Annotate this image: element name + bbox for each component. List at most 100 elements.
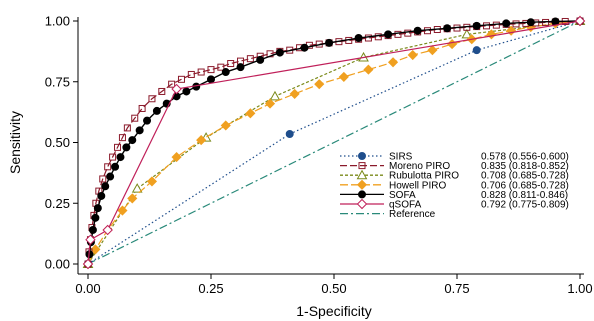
point-sofa — [182, 87, 191, 96]
legend-marker-qsofa — [356, 198, 368, 210]
point-howell-piro — [447, 39, 458, 50]
series-line-reference — [87, 20, 581, 265]
point-moreno-piro — [99, 175, 107, 183]
point-moreno-piro — [512, 20, 520, 28]
legend-item-qsofa: qSOFA 0.792 (0.775-0.809) — [340, 198, 569, 211]
point-sofa — [221, 68, 230, 77]
point-sofa — [526, 18, 535, 27]
legend-marker-moreno-piro — [358, 162, 366, 170]
point-howell-piro — [127, 193, 138, 204]
point-sofa — [91, 213, 100, 222]
legend-item-reference: Reference — [340, 209, 436, 220]
axes-layer: 0.00 0.25 0.50 0.75 1.00 0.00 0.25 0.50 0.75 1.00 — [45, 14, 593, 297]
legend-item-rubulotta-piro: Rubulotta PIRO 0.708 (0.685-0.728) — [340, 169, 569, 182]
point-sofa — [354, 34, 363, 43]
point-moreno-piro — [104, 163, 112, 171]
point-moreno-piro — [197, 68, 205, 76]
point-moreno-piro — [158, 87, 166, 95]
legend-marker-sofa — [357, 190, 366, 199]
point-sofa — [325, 38, 334, 47]
point-sofa — [152, 106, 161, 115]
y-tick-label: 0.50 — [45, 135, 70, 150]
point-moreno-piro — [138, 104, 146, 112]
legend-marker-sirs — [357, 151, 366, 160]
legend-auc-sirs: 0.578 (0.556-0.600) — [481, 152, 569, 163]
point-sofa — [275, 48, 284, 57]
point-sofa — [93, 204, 102, 213]
point-sofa — [111, 162, 120, 171]
legend-auc-howell-piro: 0.706 (0.685-0.728) — [481, 180, 569, 191]
point-sofa — [88, 225, 97, 234]
point-howell-piro — [363, 64, 374, 75]
point-howell-piro — [506, 25, 517, 36]
point-qsofa — [85, 234, 96, 245]
point-howell-piro — [289, 88, 300, 99]
point-qsofa — [102, 224, 113, 236]
point-moreno-piro — [118, 134, 126, 142]
point-howell-piro — [264, 98, 276, 109]
point-sofa — [472, 21, 481, 30]
legend-marker-rubulotta-piro — [356, 169, 368, 180]
point-sofa — [128, 136, 137, 145]
legend-label-qsofa: qSOFA — [389, 200, 422, 211]
series-howell-piro — [82, 15, 586, 270]
point-rubulotta-piro — [131, 183, 143, 193]
point-sofa — [106, 172, 115, 181]
legend-label-rubulotta-piro: Rubulotta PIRO — [389, 171, 459, 182]
legend-label-moreno-piro: Moreno PIRO — [389, 161, 450, 172]
point-sirs — [285, 129, 294, 138]
point-moreno-piro — [394, 30, 402, 38]
point-moreno-piro — [217, 63, 225, 71]
point-howell-piro — [146, 176, 158, 187]
point-moreno-piro — [131, 114, 139, 122]
point-sofa — [384, 30, 393, 39]
point-moreno-piro — [148, 95, 156, 103]
legend-auc-sofa: 0.828 (0.811-0.846) — [481, 190, 568, 201]
point-howell-piro — [220, 120, 231, 131]
point-moreno-piro — [246, 55, 254, 63]
point-rubulotta-piro — [461, 28, 473, 39]
legend-label-sirs: SIRS — [389, 152, 413, 163]
point-sofa — [101, 182, 110, 191]
point-sofa — [236, 63, 245, 72]
point-howell-piro — [171, 152, 182, 163]
point-moreno-piro — [187, 70, 195, 78]
point-howell-piro — [314, 79, 325, 90]
series-reference — [87, 20, 581, 265]
legend-item-moreno-piro: Moreno PIRO 0.835 (0.818-0.852) — [340, 161, 569, 172]
point-moreno-piro — [207, 66, 215, 74]
legend-item-howell-piro: Howell PIRO 0.706 (0.685-0.728) — [340, 179, 569, 191]
point-moreno-piro — [177, 75, 185, 83]
point-sofa — [443, 24, 452, 33]
x-tick-label: 1.00 — [567, 281, 592, 296]
point-sirs — [472, 46, 481, 55]
point-sofa — [502, 19, 511, 28]
legend-item-sofa: SOFA 0.828 (0.811-0.846) — [340, 190, 568, 201]
legend-auc-rubulotta-piro: 0.708 (0.685-0.728) — [481, 171, 569, 182]
point-moreno-piro — [404, 29, 412, 37]
legend: SIRS 0.578 (0.556-0.600) Moreno PIRO 0.835 … — [340, 152, 569, 220]
point-qsofa — [171, 83, 182, 95]
point-sofa — [116, 153, 125, 162]
y-tick-label: 0.75 — [45, 74, 70, 89]
point-sofa — [413, 26, 422, 35]
legend-label-sofa: SOFA — [389, 190, 416, 201]
point-howell-piro — [338, 71, 349, 82]
y-tick-label: 0.25 — [45, 196, 70, 211]
legend-auc-moreno-piro: 0.835 (0.818-0.852) — [481, 161, 569, 172]
point-sofa — [135, 126, 144, 135]
legend-item-sirs: SIRS 0.578 (0.556-0.600) — [340, 152, 569, 163]
point-howell-piro — [427, 45, 438, 56]
point-rubulotta-piro — [269, 90, 281, 101]
legend-label-howell-piro: Howell PIRO — [389, 180, 446, 191]
x-tick-label: 0.75 — [444, 281, 469, 296]
point-moreno-piro — [374, 33, 382, 41]
x-tick-label: 0.50 — [321, 281, 346, 296]
point-sofa — [300, 43, 309, 52]
point-howell-piro — [196, 135, 207, 146]
point-moreno-piro — [227, 60, 235, 68]
point-moreno-piro — [114, 143, 122, 151]
x-tick-label: 0.00 — [75, 281, 100, 296]
y-tick-label: 1.00 — [45, 14, 70, 29]
point-howell-piro — [407, 49, 418, 61]
